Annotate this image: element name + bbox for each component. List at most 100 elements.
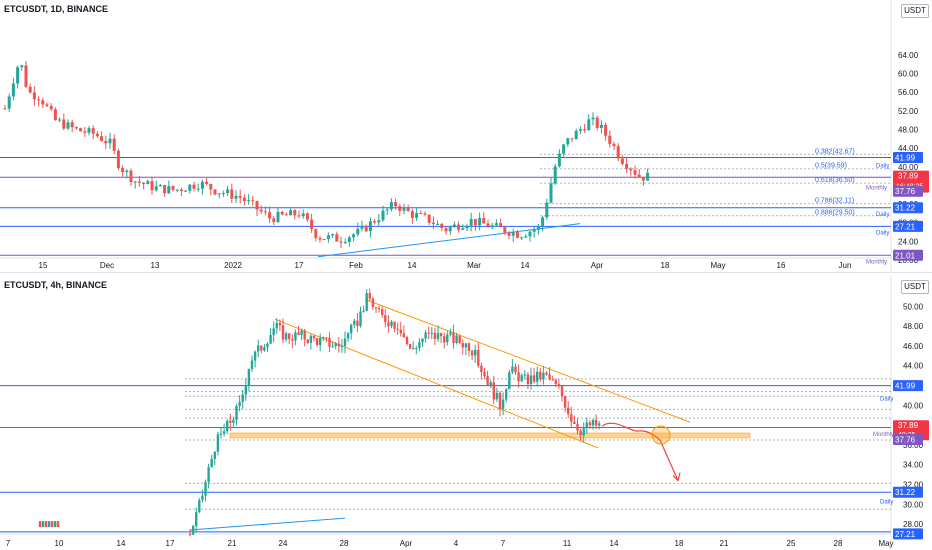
candle-body <box>3 108 7 110</box>
candle-body <box>350 324 353 334</box>
candle-body <box>604 124 608 136</box>
candle-body <box>340 345 344 347</box>
candle-body <box>396 328 399 330</box>
time-tick: 14 <box>408 261 417 270</box>
candle-body <box>331 234 335 236</box>
candle-body <box>242 197 246 202</box>
candle-body <box>598 423 601 426</box>
daily-chart-canvas[interactable]: 64.0060.0056.0052.0048.0044.0040.0036.00… <box>0 0 932 272</box>
price-tag-37-76-bg <box>893 433 923 445</box>
time-tick: 4 <box>454 539 459 548</box>
candle-body <box>108 138 112 144</box>
candle-body <box>284 333 288 340</box>
price-tick: 48.00 <box>898 126 919 135</box>
candle-body <box>346 333 350 339</box>
candle-body <box>515 232 519 238</box>
candle-body <box>121 167 125 173</box>
candle-body <box>495 392 499 400</box>
candle-body <box>235 405 238 420</box>
4h-chart-canvas[interactable]: 50.0048.0046.0044.0042.0040.0038.0036.00… <box>0 276 932 550</box>
candle-body <box>474 349 477 356</box>
time-tick: 28 <box>340 539 349 548</box>
candle-body <box>326 235 330 240</box>
candle-body <box>238 401 241 406</box>
candle-body <box>137 181 141 183</box>
candle-body <box>452 224 456 228</box>
price-tick: 52.00 <box>898 107 919 116</box>
candle-body <box>28 86 32 93</box>
price-tick: 44.00 <box>898 144 919 153</box>
time-tick: 16 <box>777 261 786 270</box>
candle-body <box>406 207 410 212</box>
candle-body <box>444 228 448 232</box>
candle-body <box>310 219 314 230</box>
candle-body <box>222 431 226 434</box>
candle-body <box>116 150 120 168</box>
candle-body <box>633 170 637 175</box>
time-tick: 17 <box>166 539 175 548</box>
candle-body <box>213 451 216 459</box>
candle-body <box>612 143 616 147</box>
candle-body <box>339 241 343 243</box>
time-tick: 24 <box>279 539 288 548</box>
currency-button[interactable]: USDT <box>901 4 929 18</box>
candle-body <box>297 332 300 336</box>
time-tick: 25 <box>787 539 796 548</box>
candle-body <box>83 131 87 133</box>
candle-body <box>511 232 515 236</box>
candle-body <box>32 92 36 100</box>
candle-body <box>191 526 195 535</box>
candle-body <box>247 200 251 202</box>
candle-body <box>452 332 455 343</box>
candle-body <box>241 394 244 402</box>
candle-body <box>257 345 260 352</box>
candle-body <box>207 467 210 482</box>
candle-body <box>582 428 585 436</box>
price-tag-41-99-bg <box>893 152 923 164</box>
price-tick: 40.00 <box>898 163 919 172</box>
candle-body <box>198 500 201 513</box>
candle-body <box>424 332 427 339</box>
candle-body <box>7 96 11 109</box>
candle-body <box>196 188 200 190</box>
time-tick: 13 <box>151 261 160 270</box>
candle-body <box>557 153 561 167</box>
candle-body <box>309 335 313 343</box>
price-tick: 24.00 <box>898 237 919 246</box>
candle-body <box>480 365 483 372</box>
candle-body <box>486 376 489 386</box>
price-tick: 32.00 <box>903 481 924 490</box>
candle-body <box>226 189 230 194</box>
price-tick: 40.00 <box>903 401 924 410</box>
candle-body <box>566 138 570 145</box>
currency-button[interactable]: USDT <box>901 280 929 294</box>
candle-body <box>184 190 188 192</box>
candle-body <box>275 323 278 329</box>
fib-label: 0.382(42.67) <box>815 148 855 155</box>
price-tick: 60.00 <box>898 70 919 79</box>
candle-body <box>578 129 582 131</box>
candle-body <box>171 185 175 190</box>
candle-body <box>360 225 364 229</box>
candle-body <box>529 375 533 385</box>
candle-body <box>251 200 255 202</box>
candle-body <box>616 146 620 159</box>
candle-body <box>62 119 66 129</box>
time-tick: 18 <box>661 261 670 270</box>
4h-chart-pane[interactable]: 50.0048.0046.0044.0042.0040.0038.0036.00… <box>0 276 932 550</box>
candle-body <box>70 122 74 128</box>
candle-body <box>133 181 137 183</box>
candle-body <box>532 229 536 232</box>
candle-body <box>303 330 306 340</box>
candle-body <box>195 512 198 527</box>
candle-body <box>301 213 305 217</box>
candle-body <box>16 67 20 84</box>
time-tick: 7 <box>6 539 11 548</box>
candle-body <box>587 119 591 131</box>
candle-body <box>393 321 396 329</box>
candle-body <box>331 346 334 348</box>
price-tag-31-22-bg <box>893 486 923 498</box>
candle-body <box>24 65 28 87</box>
candle-body <box>56 521 60 528</box>
daily-chart-pane[interactable]: 64.0060.0056.0052.0048.0044.0040.0036.00… <box>0 0 932 273</box>
